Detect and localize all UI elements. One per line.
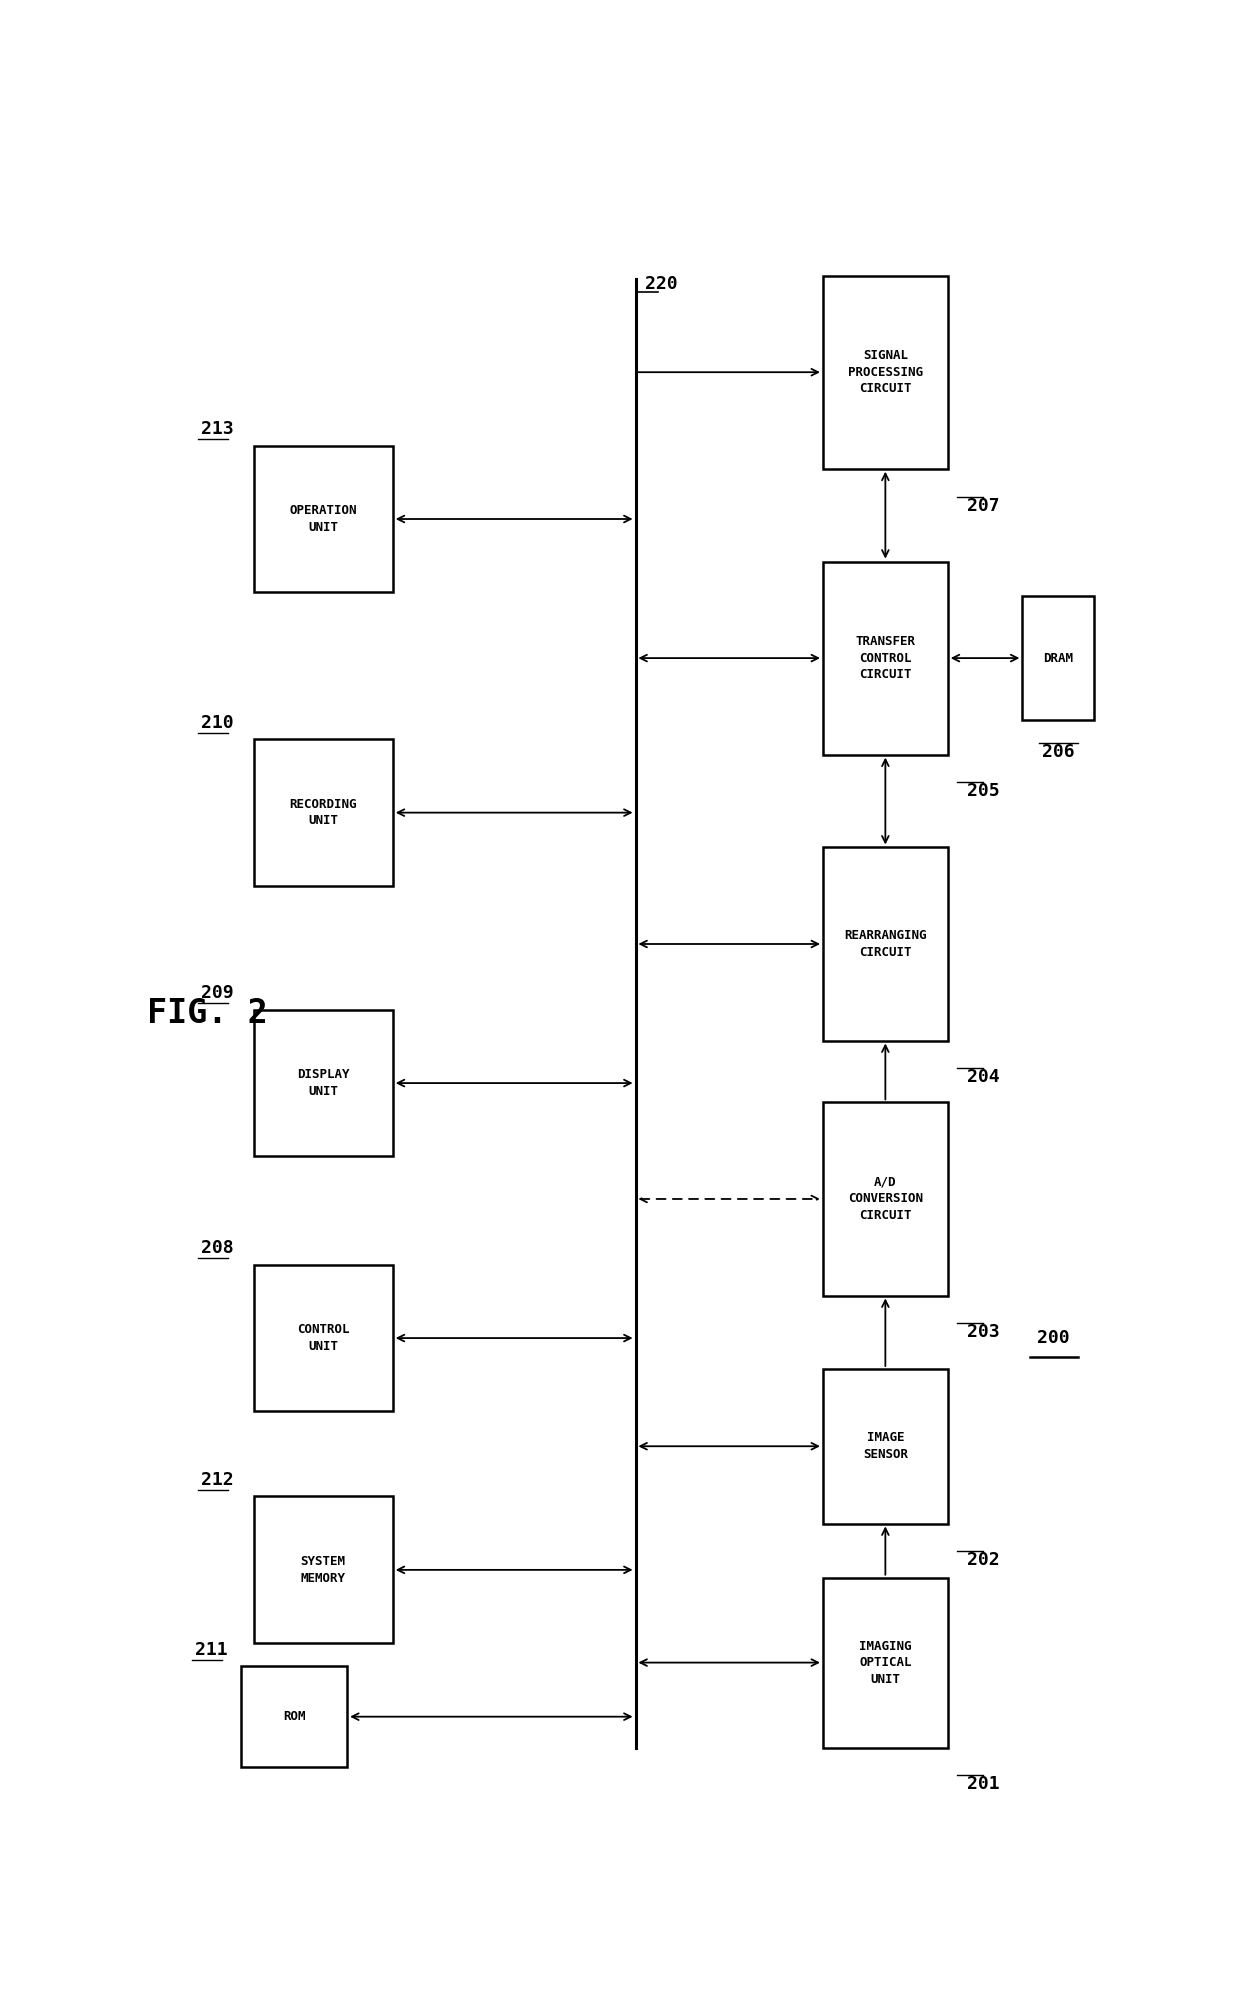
Text: 204: 204 (967, 1068, 999, 1086)
Text: 211: 211 (196, 1642, 228, 1658)
Bar (823, 1102, 947, 1297)
Text: 210: 210 (201, 714, 234, 731)
Text: 212: 212 (201, 1471, 234, 1489)
Text: 206: 206 (1042, 743, 1075, 761)
Bar (253, 446, 393, 592)
Text: ROM: ROM (283, 1710, 305, 1724)
Text: SIGNAL
PROCESSING
CIRCUIT: SIGNAL PROCESSING CIRCUIT (848, 349, 923, 395)
Text: A/D
CONVERSION
CIRCUIT: A/D CONVERSION CIRCUIT (848, 1176, 923, 1222)
Text: 203: 203 (967, 1323, 999, 1341)
Text: 213: 213 (201, 419, 234, 438)
Text: SYSTEM
MEMORY: SYSTEM MEMORY (300, 1555, 346, 1586)
Bar (253, 1497, 393, 1644)
Text: 202: 202 (967, 1551, 999, 1569)
Bar (823, 562, 947, 755)
Text: DISPLAY
UNIT: DISPLAY UNIT (296, 1068, 350, 1098)
Bar (253, 1010, 393, 1156)
Bar (823, 1578, 947, 1748)
Bar (242, 1666, 347, 1766)
Text: 205: 205 (967, 783, 999, 801)
Text: 207: 207 (967, 496, 999, 514)
Bar (253, 739, 393, 885)
Bar (823, 847, 947, 1040)
Bar (1022, 596, 1095, 721)
Bar (823, 1369, 947, 1523)
Text: OPERATION
UNIT: OPERATION UNIT (289, 504, 357, 534)
Text: 200: 200 (1037, 1329, 1070, 1347)
Text: FIG. 2: FIG. 2 (148, 997, 268, 1030)
Text: 208: 208 (201, 1238, 234, 1256)
Text: RECORDING
UNIT: RECORDING UNIT (289, 799, 357, 827)
Bar (823, 275, 947, 470)
Text: 201: 201 (967, 1776, 999, 1794)
Text: IMAGE
SENSOR: IMAGE SENSOR (863, 1431, 908, 1461)
Text: TRANSFER
CONTROL
CIRCUIT: TRANSFER CONTROL CIRCUIT (856, 634, 915, 680)
Text: 220: 220 (645, 275, 678, 293)
Text: REARRANGING
CIRCUIT: REARRANGING CIRCUIT (844, 929, 926, 959)
Bar (253, 1264, 393, 1411)
Text: DRAM: DRAM (1043, 652, 1074, 664)
Text: 209: 209 (201, 983, 234, 1001)
Text: IMAGING
OPTICAL
UNIT: IMAGING OPTICAL UNIT (859, 1640, 911, 1686)
Text: CONTROL
UNIT: CONTROL UNIT (296, 1323, 350, 1353)
